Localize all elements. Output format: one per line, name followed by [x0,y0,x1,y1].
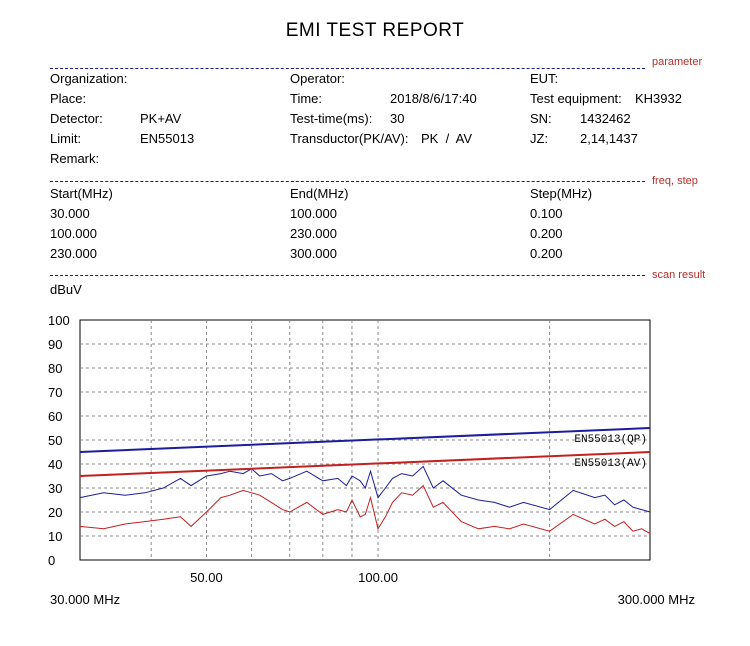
freq-step-separator [50,181,645,182]
transductor-label: Transductor(PK/AV): [290,131,409,146]
x-tick-label: 50.00 [190,570,223,585]
freq-row-3-start: 230.000 [50,246,97,261]
eut-label: EUT: [530,71,559,86]
freq-header-end: End(MHz) [290,186,349,201]
freq-header-step: Step(MHz) [530,186,593,201]
y-tick-label: 80 [48,361,62,376]
freq-row-2-end: 230.000 [290,226,337,241]
test-equipment-label: Test equipment: [530,91,622,106]
jz-value: 2,14,1437 [580,131,638,146]
y-tick-label: 20 [48,505,62,520]
parameter-section-label: parameter [652,56,703,68]
x-end-label: 300.000 MHz [618,592,695,607]
detector-label: Detector: [50,111,103,126]
time-label: Time: [290,91,323,106]
organization-label: Organization: [50,71,128,86]
freq-row-2-start: 100.000 [50,226,97,241]
place-label: Place: [50,91,87,106]
sn-label: SN: [530,111,552,126]
freq-row-1-start: 30.000 [50,206,90,221]
parameter-separator [50,68,645,69]
y-tick-label: 100 [48,313,70,328]
av-measurement-line [79,484,651,535]
y-tick-label: 90 [48,337,62,352]
limit-value: EN55013 [140,131,195,146]
y-tick-label: 10 [48,529,62,544]
y-tick-label: 70 [48,385,62,400]
y-tick-label: 30 [48,481,62,496]
transductor-value: PK / AV [421,131,473,146]
freq-step-section-label: freq, step [652,175,698,187]
test-time-label: Test-time(ms): [290,111,373,126]
sn-value: 1432462 [580,111,631,126]
limit-label: Limit: [50,131,82,146]
qp-measurement-line [79,465,651,513]
freq-row-3-end: 300.000 [290,246,337,261]
qp-limit-label: EN55013(QP) [574,434,647,446]
scan-result-section-label: scan result [652,269,706,281]
freq-row-1-step: 0.100 [530,206,563,221]
x-start-label: 30.000 MHz [50,592,120,607]
test-time-value: 30 [390,111,405,126]
freq-row-3-step: 0.200 [530,246,563,261]
y-tick-label: 0 [48,553,55,568]
time-value: 2018/8/6/17:40 [390,91,477,106]
operator-label: Operator: [290,71,345,86]
freq-row-1-end: 100.000 [290,206,337,221]
y-axis-unit-label: dBuV [50,282,82,297]
freq-header-start: Start(MHz) [50,186,113,201]
test-equipment-value: KH3932 [635,91,682,106]
scan-result-separator [50,275,645,276]
x-tick-label: 100.00 [358,570,398,585]
freq-row-2-step: 0.200 [530,226,563,241]
remark-label: Remark: [50,151,100,166]
av-limit-label: EN55013(AV) [574,458,647,470]
detector-value: PK+AV [140,111,182,126]
y-tick-label: 40 [48,457,62,472]
jz-label: JZ: [530,131,549,146]
qp-limit-line [79,427,651,453]
av-limit-line [79,451,651,477]
y-tick-label: 60 [48,409,62,424]
report-title: EMI TEST REPORT [285,20,465,41]
y-tick-label: 50 [48,433,62,448]
